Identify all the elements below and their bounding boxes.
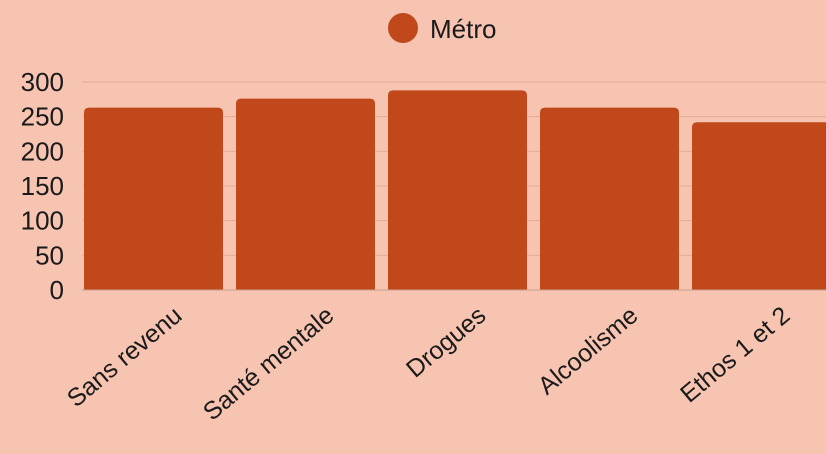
legend-swatch bbox=[388, 13, 418, 43]
y-tick-label: 200 bbox=[21, 136, 64, 166]
x-tick-label: Ethos 1 et 2 bbox=[675, 301, 795, 408]
bars bbox=[84, 90, 826, 290]
x-tick-label: Drogues bbox=[401, 301, 491, 383]
y-tick-label: 50 bbox=[35, 240, 64, 270]
legend[interactable]: Métro bbox=[388, 13, 496, 44]
y-tick-label: 100 bbox=[21, 206, 64, 236]
x-tick-label: Sans revenu bbox=[62, 301, 188, 413]
bar[interactable] bbox=[540, 107, 679, 290]
x-tick-label: Alcoolisme bbox=[533, 301, 644, 400]
y-tick-label: 0 bbox=[50, 275, 64, 305]
y-tick-label: 250 bbox=[21, 102, 64, 132]
x-axis-labels: Sans revenu Santé mentale Drogues Alcoolism… bbox=[62, 301, 796, 426]
bar[interactable] bbox=[692, 122, 826, 290]
y-tick-label: 150 bbox=[21, 171, 64, 201]
bar[interactable] bbox=[388, 90, 527, 290]
bar[interactable] bbox=[84, 107, 223, 290]
x-tick-label: Santé mentale bbox=[198, 301, 339, 426]
bar[interactable] bbox=[236, 98, 375, 290]
legend-label: Métro bbox=[430, 14, 496, 44]
y-axis-ticks: 300 250 200 150 100 50 0 bbox=[21, 67, 64, 305]
y-tick-label: 300 bbox=[21, 67, 64, 97]
